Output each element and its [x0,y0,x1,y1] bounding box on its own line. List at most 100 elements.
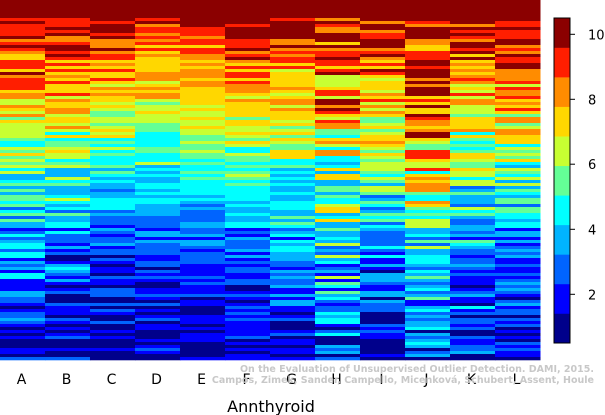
heatmap-cell [225,219,271,223]
heatmap-cell [0,255,46,259]
heatmap-cell [180,234,226,238]
heatmap-cell [450,195,496,199]
heatmap-cell [0,3,46,7]
heatmap-cell [495,297,541,301]
heatmap-cell [405,321,451,325]
heatmap-cell [450,219,496,223]
heatmap-cell [405,90,451,94]
heatmap-cell [270,0,316,4]
heatmap-cell [0,183,46,187]
heatmap-cell [135,87,181,91]
heatmap-cell [45,303,91,307]
heatmap-cell [405,339,451,343]
heatmap-cell [45,126,91,130]
heatmap-cell [0,135,46,139]
heatmap-cell [405,285,451,289]
heatmap-cell [495,108,541,112]
heatmap-cell [360,84,406,88]
heatmap-cell [360,171,406,175]
heatmap-cell [495,150,541,154]
heatmap-cell [225,165,271,169]
heatmap-cell [135,30,181,34]
heatmap-cell [45,168,91,172]
heatmap-cell [495,15,541,19]
heatmap-cell [495,162,541,166]
heatmap-cell [495,144,541,148]
heatmap-cell [450,204,496,208]
heatmap-cell [135,0,181,4]
heatmap-cell [270,18,316,22]
heatmap-cell [270,108,316,112]
heatmap-cell [0,243,46,247]
heatmap-cell [135,201,181,205]
heatmap-cell [360,345,406,349]
heatmap-cell [360,18,406,22]
heatmap-cell [135,45,181,49]
heatmap-cell [450,279,496,283]
colorbar-segment [554,47,570,78]
heatmap-cell [315,291,361,295]
heatmap-cell [225,48,271,52]
heatmap-cell [405,186,451,190]
heatmap-cell [135,171,181,175]
heatmap-cell [360,204,406,208]
heatmap-cell [315,162,361,166]
heatmap-cell [495,342,541,346]
heatmap-cell [315,255,361,259]
heatmap-cell [270,210,316,214]
heatmap-cell [45,204,91,208]
colorbar-frame [553,17,571,344]
heatmap-cell [270,204,316,208]
heatmap-cell [45,189,91,193]
heatmap-cell [270,339,316,343]
heatmap-cell [270,189,316,193]
heatmap-cell [90,237,136,241]
heatmap-cell [180,81,226,85]
heatmap-cell [450,105,496,109]
heatmap-cell [180,345,226,349]
heatmap-cell [180,15,226,19]
heatmap-cell [45,336,91,340]
heatmap-cell [45,24,91,28]
heatmap-cell [405,18,451,22]
heatmap-cell [495,63,541,67]
heatmap-cell [315,225,361,229]
heatmap-cell [360,36,406,40]
heatmap-cell [360,66,406,70]
heatmap-cell [45,93,91,97]
heatmap-cell [405,0,451,4]
heatmap-cell [45,315,91,319]
heatmap-cell [90,123,136,127]
heatmap-cell [270,180,316,184]
heatmap-cell [405,210,451,214]
heatmap-cell [180,174,226,178]
heatmap-cell [225,339,271,343]
heatmap-cell [405,153,451,157]
heatmap-cell [450,357,496,361]
heatmap-cell [450,228,496,232]
heatmap-cell [315,288,361,292]
heatmap-cell [270,213,316,217]
heatmap-cell [405,66,451,70]
heatmap-cell [450,174,496,178]
heatmap-cell [90,99,136,103]
heatmap-cell [360,57,406,61]
heatmap-cell [225,156,271,160]
heatmap-cell [135,36,181,40]
heatmap-cell [135,18,181,22]
heatmap-cell [225,309,271,313]
heatmap-cell [90,303,136,307]
heatmap-cell [180,153,226,157]
heatmap-cell [180,54,226,58]
heatmap-cell [135,9,181,13]
heatmap-cell [90,129,136,133]
heatmap-cell [135,258,181,262]
heatmap-cell [405,117,451,121]
heatmap-cell [225,225,271,229]
heatmap-cell [270,318,316,322]
heatmap-cell [135,189,181,193]
heatmap-cell [495,312,541,316]
heatmap-cell [405,159,451,163]
heatmap-cell [270,294,316,298]
heatmap-cell [360,48,406,52]
